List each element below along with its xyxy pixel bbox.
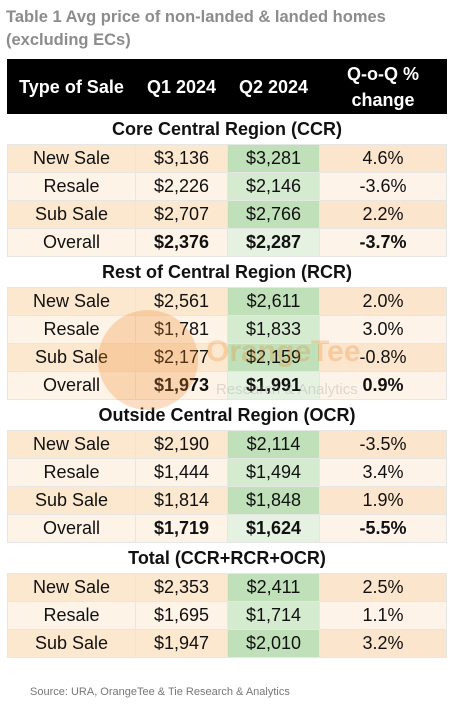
change-value: -3.5% bbox=[319, 430, 447, 459]
header-change: Q-o-Q % change bbox=[319, 59, 447, 114]
row-label: Resale bbox=[7, 172, 136, 201]
table-row: New Sale $2,190 $2,114 -3.5% bbox=[7, 430, 447, 459]
change-value: 2.2% bbox=[319, 200, 447, 229]
table-row: Overall $1,973 $1,991 0.9% bbox=[7, 371, 447, 400]
q1-value: $1,781 bbox=[135, 315, 228, 344]
change-value: -5.5% bbox=[319, 514, 447, 543]
q1-value: $2,561 bbox=[135, 287, 228, 316]
table-row: Overall $1,719 $1,624 -5.5% bbox=[7, 514, 447, 543]
q1-value: $1,695 bbox=[135, 601, 228, 630]
row-label: Resale bbox=[7, 601, 136, 630]
header-q2: Q2 2024 bbox=[227, 59, 320, 114]
q2-value: $2,010 bbox=[227, 629, 320, 658]
table-row: Resale $1,695 $1,714 1.1% bbox=[7, 601, 447, 630]
q2-value: $2,411 bbox=[227, 573, 320, 602]
table-row: Sub Sale $1,814 $1,848 1.9% bbox=[7, 486, 447, 515]
section-row: Rest of Central Region (RCR) bbox=[7, 256, 447, 288]
q2-value: $2,766 bbox=[227, 200, 320, 229]
table-row: Sub Sale $2,177 $2,159 -0.8% bbox=[7, 343, 447, 372]
section-title: Rest of Central Region (RCR) bbox=[7, 256, 447, 288]
table-row: Resale $2,226 $2,146 -3.6% bbox=[7, 172, 447, 201]
change-value: -3.7% bbox=[319, 228, 447, 257]
q1-value: $3,136 bbox=[135, 144, 228, 173]
table-row: New Sale $2,353 $2,411 2.5% bbox=[7, 573, 447, 602]
row-label: Overall bbox=[7, 228, 136, 257]
q2-value: $1,848 bbox=[227, 486, 320, 515]
q2-value: $1,991 bbox=[227, 371, 320, 400]
q1-value: $2,177 bbox=[135, 343, 228, 372]
q1-value: $1,947 bbox=[135, 629, 228, 658]
table-title: Table 1 Avg price of non-landed & landed… bbox=[6, 8, 386, 49]
change-value: 2.0% bbox=[319, 287, 447, 316]
q1-value: $2,376 bbox=[135, 228, 228, 257]
q1-value: $1,973 bbox=[135, 371, 228, 400]
q1-value: $1,814 bbox=[135, 486, 228, 515]
change-value: -0.8% bbox=[319, 343, 447, 372]
table-row: Resale $1,444 $1,494 3.4% bbox=[7, 458, 447, 487]
q2-value: $3,281 bbox=[227, 144, 320, 173]
source-note: Source: URA, OrangeTee & Tie Research & … bbox=[30, 686, 290, 698]
row-label: New Sale bbox=[7, 287, 136, 316]
table-body: Core Central Region (CCR) New Sale $3,136 $… bbox=[7, 113, 447, 658]
q2-value: $2,159 bbox=[227, 343, 320, 372]
section-title: Core Central Region (CCR) bbox=[7, 113, 447, 145]
table-row: New Sale $3,136 $3,281 4.6% bbox=[7, 144, 447, 173]
q1-value: $2,707 bbox=[135, 200, 228, 229]
section-row: Outside Central Region (OCR) bbox=[7, 399, 447, 431]
change-value: 0.9% bbox=[319, 371, 447, 400]
q2-value: $2,114 bbox=[227, 430, 320, 459]
header-row: Type of Sale Q1 2024 Q2 2024 Q-o-Q % cha… bbox=[7, 59, 447, 114]
change-value: 1.1% bbox=[319, 601, 447, 630]
row-label: Overall bbox=[7, 371, 136, 400]
row-label: Sub Sale bbox=[7, 629, 136, 658]
section-row: Core Central Region (CCR) bbox=[7, 113, 447, 145]
row-label: Sub Sale bbox=[7, 486, 136, 515]
q1-value: $1,719 bbox=[135, 514, 228, 543]
q2-value: $1,833 bbox=[227, 315, 320, 344]
header-q1: Q1 2024 bbox=[135, 59, 228, 114]
change-value: 1.9% bbox=[319, 486, 447, 515]
change-value: 3.2% bbox=[319, 629, 447, 658]
q2-value: $1,494 bbox=[227, 458, 320, 487]
row-label: Resale bbox=[7, 315, 136, 344]
header-type: Type of Sale bbox=[7, 59, 136, 114]
q1-value: $2,353 bbox=[135, 573, 228, 602]
q1-value: $1,444 bbox=[135, 458, 228, 487]
table-row: New Sale $2,561 $2,611 2.0% bbox=[7, 287, 447, 316]
q2-value: $2,611 bbox=[227, 287, 320, 316]
change-value: 3.4% bbox=[319, 458, 447, 487]
change-value: 2.5% bbox=[319, 573, 447, 602]
change-value: 3.0% bbox=[319, 315, 447, 344]
row-label: Sub Sale bbox=[7, 343, 136, 372]
section-title: Outside Central Region (OCR) bbox=[7, 399, 447, 431]
q2-value: $1,624 bbox=[227, 514, 320, 543]
row-label: New Sale bbox=[7, 573, 136, 602]
q1-value: $2,226 bbox=[135, 172, 228, 201]
row-label: New Sale bbox=[7, 430, 136, 459]
section-title: Total (CCR+RCR+OCR) bbox=[7, 542, 447, 574]
q1-value: $2,190 bbox=[135, 430, 228, 459]
table-row: Sub Sale $1,947 $2,010 3.2% bbox=[7, 629, 447, 658]
q2-value: $1,714 bbox=[227, 601, 320, 630]
table-row: Resale $1,781 $1,833 3.0% bbox=[7, 315, 447, 344]
row-label: Overall bbox=[7, 514, 136, 543]
row-label: Sub Sale bbox=[7, 200, 136, 229]
change-value: -3.6% bbox=[319, 172, 447, 201]
price-table: Type of Sale Q1 2024 Q2 2024 Q-o-Q % cha… bbox=[7, 59, 447, 658]
q2-value: $2,146 bbox=[227, 172, 320, 201]
q2-value: $2,287 bbox=[227, 228, 320, 257]
row-label: Resale bbox=[7, 458, 136, 487]
section-row: Total (CCR+RCR+OCR) bbox=[7, 542, 447, 574]
table-row: Overall $2,376 $2,287 -3.7% bbox=[7, 228, 447, 257]
change-value: 4.6% bbox=[319, 144, 447, 173]
row-label: New Sale bbox=[7, 144, 136, 173]
table-row: Sub Sale $2,707 $2,766 2.2% bbox=[7, 200, 447, 229]
